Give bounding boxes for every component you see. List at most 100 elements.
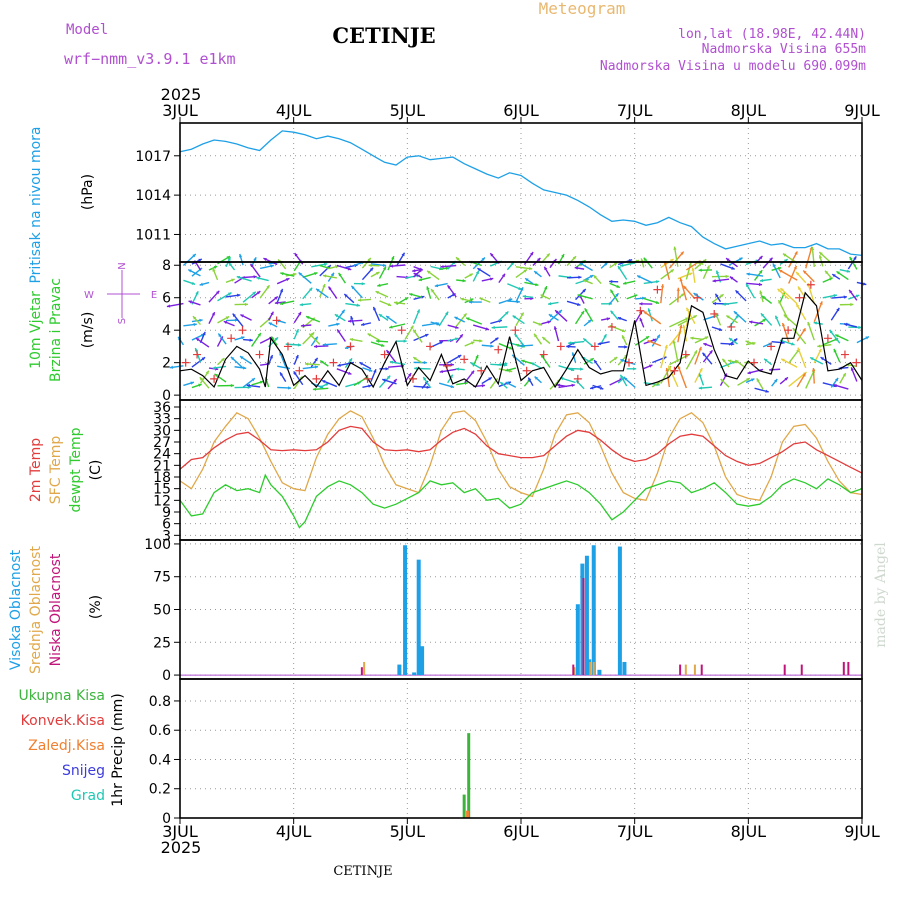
y-tick-label: 0 — [162, 388, 171, 404]
wind-arrowhead — [590, 358, 594, 362]
wind-arrowhead — [520, 312, 524, 317]
wind-arrowhead — [505, 368, 509, 372]
wind-arrowhead — [583, 338, 587, 342]
wind-arrowhead — [268, 322, 273, 326]
wind-arrowhead — [842, 373, 846, 377]
wind-arrowhead — [361, 282, 365, 286]
wind-arrowhead — [314, 365, 319, 369]
wind-arrowhead — [351, 285, 355, 290]
wind-arrowhead — [314, 357, 318, 362]
wind-arrowhead — [253, 257, 257, 261]
wind-arrowhead — [481, 383, 485, 388]
wind-arrowhead — [500, 382, 504, 386]
wind-gust-mark — [272, 316, 281, 325]
y-tick-label: 0.2 — [149, 782, 171, 798]
wind-gust-mark — [710, 309, 719, 318]
high-cloud-bar — [412, 672, 417, 676]
wind-arrowhead — [202, 331, 206, 336]
low-cloud-bar — [360, 667, 363, 676]
wind-arrowhead — [593, 275, 597, 279]
plot-layer: 3JUL 3JUL 4JUL 4JUL 5JUL 5JUL 6JUL 6JUL 7JUL 7JUL… — [135, 101, 879, 841]
wind-arrowhead — [328, 286, 332, 291]
coords-label: lon,lat (18.98E, 42.44N) — [678, 27, 866, 42]
wind-arrowhead — [367, 333, 372, 337]
wind-gust-mark — [255, 350, 264, 359]
wind-arrowhead — [193, 316, 197, 320]
wind-arrowhead — [237, 293, 241, 297]
wind-arrowhead — [463, 313, 467, 317]
wind-arrowhead — [299, 302, 303, 307]
wind-arrowhead — [211, 312, 215, 316]
wind-arrowhead — [617, 317, 622, 321]
wind-arrowhead — [698, 386, 703, 390]
wind-arrowhead — [330, 272, 334, 277]
wind-arrow — [679, 277, 688, 301]
wind-arrowhead — [266, 285, 270, 289]
wind-arrowhead — [521, 359, 525, 363]
wind-arrowhead — [228, 262, 233, 267]
wind-arrowhead — [368, 384, 372, 388]
wind-arrowhead — [426, 286, 430, 290]
wind-arrowhead — [813, 321, 818, 325]
wind-arrow — [778, 269, 798, 281]
wind-arrowhead — [615, 293, 619, 297]
wind-arrowhead — [542, 337, 546, 341]
panel-frame — [179, 678, 863, 819]
y-tick-label: 9 — [162, 505, 171, 521]
y-tick-label: 6 — [162, 517, 171, 533]
wind-arrowhead — [306, 316, 310, 320]
y-tick-label: 15 — [153, 482, 171, 498]
wind-arrowhead — [386, 350, 390, 354]
wind-gust-mark — [181, 358, 190, 367]
precip-bar — [462, 794, 466, 818]
wind-arrowhead — [531, 362, 535, 366]
wind-arrowhead — [693, 315, 697, 319]
wind-arrowhead — [382, 378, 386, 382]
wind-arrowhead — [510, 262, 514, 266]
wind-gust-mark — [380, 350, 389, 359]
wind-arrowhead — [300, 323, 305, 328]
wind-arrowhead — [213, 265, 218, 270]
wind-arrowhead — [413, 329, 417, 334]
y-tick-label: 50 — [153, 603, 171, 619]
wind-arrowhead — [688, 272, 693, 276]
y-tick-label: 100 — [144, 537, 171, 553]
y-tick-label: 18 — [153, 470, 171, 486]
wind-arrowhead — [455, 367, 459, 371]
wind-arrowhead — [497, 362, 501, 367]
wind-arrowhead — [779, 269, 783, 273]
mid-cloud-ylabel: Srednja Oblacnost — [28, 546, 44, 674]
wind-gust-mark — [312, 374, 321, 383]
wind-arrow — [795, 303, 807, 321]
wind-arrowhead — [466, 317, 470, 321]
wind-arrowhead — [739, 257, 743, 261]
wind-gust-mark — [346, 342, 355, 351]
high-cloud-bar — [622, 661, 627, 676]
wind-arrowhead — [587, 319, 592, 324]
wind-arrowhead — [849, 256, 853, 261]
high-cloud-bar — [591, 545, 596, 676]
wind-arrowhead — [604, 262, 608, 266]
x-tick-label-top: 8JUL — [731, 101, 767, 120]
wind-arrowhead — [389, 360, 394, 364]
wind-arrowhead — [251, 378, 255, 382]
wind-arrowhead — [688, 262, 692, 267]
wind-gust-mark — [607, 322, 616, 331]
pressure-line — [179, 130, 863, 257]
wind-arrowhead — [574, 266, 579, 270]
wind-arrowhead — [297, 311, 302, 316]
wind-arrowhead — [470, 370, 475, 375]
wind-arrowhead — [214, 373, 219, 378]
y-tick-label: 0.4 — [149, 752, 171, 768]
wind-arrowhead — [797, 347, 801, 352]
wind-arrowhead — [274, 301, 279, 305]
wind-arrowhead — [447, 285, 451, 289]
x-tick-label-bottom: 6JUL — [503, 822, 539, 841]
wind-arrowhead — [270, 311, 274, 316]
wind-arrowhead — [677, 365, 681, 370]
high-cloud-ylabel: Visoka Oblacnost — [8, 549, 24, 670]
wind-arrowhead — [191, 281, 196, 285]
wind-arrowhead — [414, 366, 418, 371]
wind-arrowhead — [645, 336, 650, 340]
x-tick-label-top: 7JUL — [617, 101, 653, 120]
